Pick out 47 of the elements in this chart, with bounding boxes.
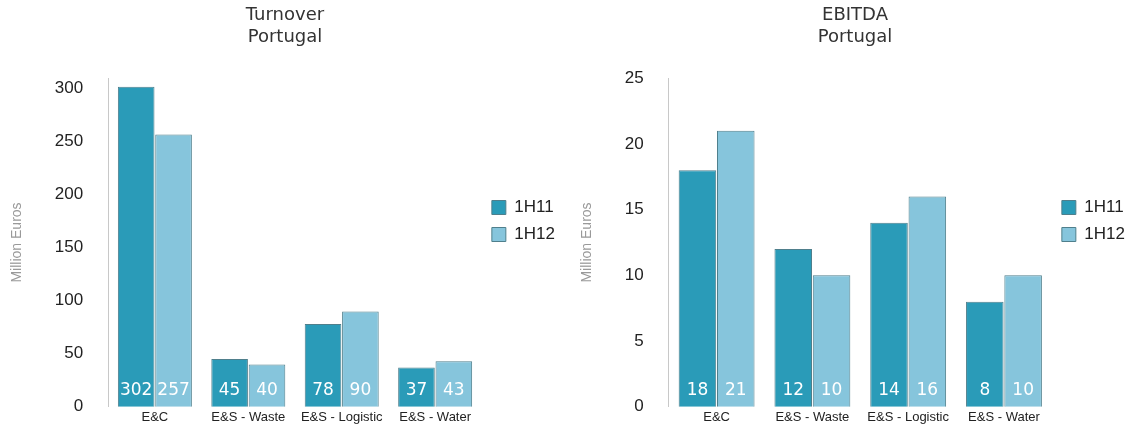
y-axis-title: Million Euros — [8, 202, 25, 283]
data-label: 21 — [724, 378, 747, 399]
data-label: 257 — [157, 378, 190, 399]
data-label: 37 — [405, 378, 428, 399]
x-tick-label: E&C — [141, 409, 169, 425]
chart-subtitle: Portugal — [817, 25, 893, 47]
legend-label: 1H12 — [514, 224, 555, 244]
y-tick-label: 250 — [54, 131, 84, 151]
data-label: 90 — [349, 378, 372, 399]
y-tick-label: 20 — [624, 133, 644, 153]
y-tick-label: 150 — [54, 237, 84, 257]
x-tick-label: E&S - Logistic — [867, 409, 950, 425]
y-tick-label: 5 — [634, 330, 644, 350]
x-tick-label: E&S - Waste — [211, 409, 286, 425]
x-tick-label: E&S - Logistic — [300, 409, 384, 425]
data-label: 10 — [820, 378, 843, 399]
legend-label: 1H12 — [1084, 224, 1125, 244]
chart-title: EBITDA — [822, 3, 889, 25]
y-tick-label: 300 — [54, 78, 84, 98]
data-label: 16 — [916, 378, 939, 399]
data-label: 10 — [1012, 378, 1034, 399]
y-tick-label: 200 — [54, 184, 84, 204]
y-tick-label: 25 — [624, 67, 644, 87]
x-tick-label: E&S - Water — [399, 409, 472, 425]
data-label: 18 — [686, 378, 709, 399]
y-tick-label: 0 — [634, 396, 644, 416]
chart-title: Turnover — [244, 3, 325, 25]
y-tick-label: 50 — [64, 343, 84, 363]
x-tick-label: E&S - Water — [968, 409, 1041, 425]
legend-label: 1H11 — [1084, 197, 1124, 217]
chart-subtitle: Portugal — [247, 25, 323, 47]
data-label: 8 — [979, 378, 991, 399]
data-label: 43 — [443, 378, 465, 399]
data-label: 78 — [312, 378, 334, 399]
y-tick-label: 100 — [54, 290, 84, 310]
data-label: 45 — [218, 378, 241, 399]
x-tick-label: E&C — [703, 409, 730, 425]
x-tick-label: E&S - Waste — [775, 409, 850, 425]
y-axis-title: Million Euros — [578, 202, 595, 283]
data-label: 12 — [782, 378, 805, 399]
data-label: 14 — [878, 378, 900, 399]
y-tick-label: 15 — [624, 199, 644, 219]
data-label: 40 — [256, 378, 278, 399]
data-label: 302 — [119, 378, 153, 399]
legend-label: 1H11 — [514, 197, 554, 217]
y-tick-label: 10 — [624, 265, 644, 285]
y-tick-label: 0 — [73, 396, 84, 416]
